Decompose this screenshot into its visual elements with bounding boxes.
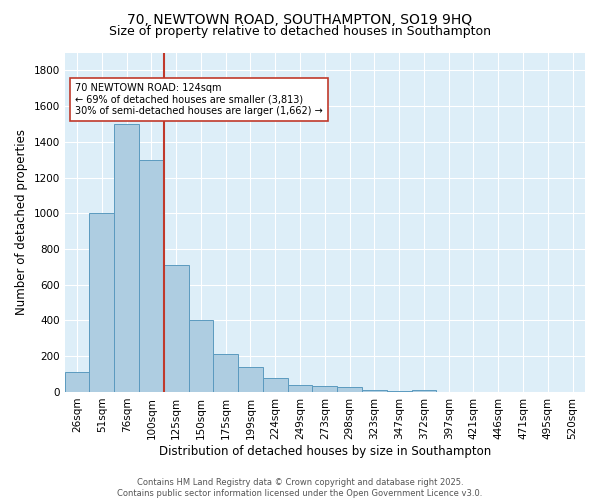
Text: 70, NEWTOWN ROAD, SOUTHAMPTON, SO19 9HQ: 70, NEWTOWN ROAD, SOUTHAMPTON, SO19 9HQ (127, 12, 473, 26)
Bar (65, 372, 89, 392)
Bar (387, 390, 412, 392)
Bar (362, 390, 387, 392)
Text: 70 NEWTOWN ROAD: 124sqm
← 69% of detached houses are smaller (3,813)
30% of semi: 70 NEWTOWN ROAD: 124sqm ← 69% of detache… (75, 83, 323, 116)
Bar (89, 214, 114, 392)
Bar (139, 160, 164, 392)
Bar (263, 378, 287, 392)
Bar (287, 385, 313, 392)
Bar (164, 265, 188, 392)
Bar (337, 388, 362, 392)
Bar (238, 367, 263, 392)
Text: Contains HM Land Registry data © Crown copyright and database right 2025.
Contai: Contains HM Land Registry data © Crown c… (118, 478, 482, 498)
Text: Size of property relative to detached houses in Southampton: Size of property relative to detached ho… (109, 25, 491, 38)
Bar (412, 390, 436, 392)
Bar (114, 124, 139, 392)
Bar (188, 320, 214, 392)
Bar (313, 386, 337, 392)
Bar (214, 354, 238, 392)
Y-axis label: Number of detached properties: Number of detached properties (15, 129, 28, 315)
X-axis label: Distribution of detached houses by size in Southampton: Distribution of detached houses by size … (159, 444, 491, 458)
